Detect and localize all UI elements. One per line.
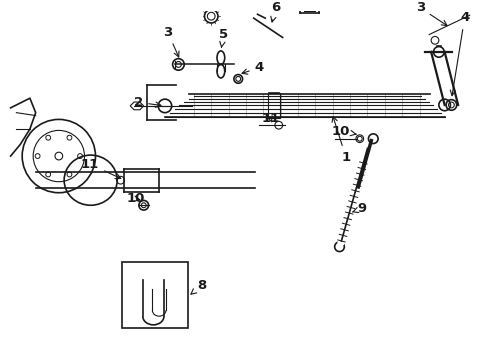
Text: 1: 1 xyxy=(331,117,350,164)
Text: 2: 2 xyxy=(134,96,161,109)
Text: 9: 9 xyxy=(352,202,366,215)
Text: 10: 10 xyxy=(126,192,144,205)
Text: 10: 10 xyxy=(331,125,355,138)
Text: 3: 3 xyxy=(415,1,446,26)
Bar xyxy=(267,93,279,118)
Text: 7: 7 xyxy=(0,359,1,360)
Text: 11: 11 xyxy=(261,112,279,125)
Text: 4: 4 xyxy=(242,61,264,74)
Text: 8: 8 xyxy=(191,279,205,294)
Text: 3: 3 xyxy=(163,26,179,57)
Text: 5: 5 xyxy=(219,28,227,47)
Text: 4: 4 xyxy=(0,359,1,360)
Bar xyxy=(122,262,188,328)
Text: 4: 4 xyxy=(449,11,468,96)
Text: 6: 6 xyxy=(270,1,280,22)
Text: 11: 11 xyxy=(81,158,121,179)
